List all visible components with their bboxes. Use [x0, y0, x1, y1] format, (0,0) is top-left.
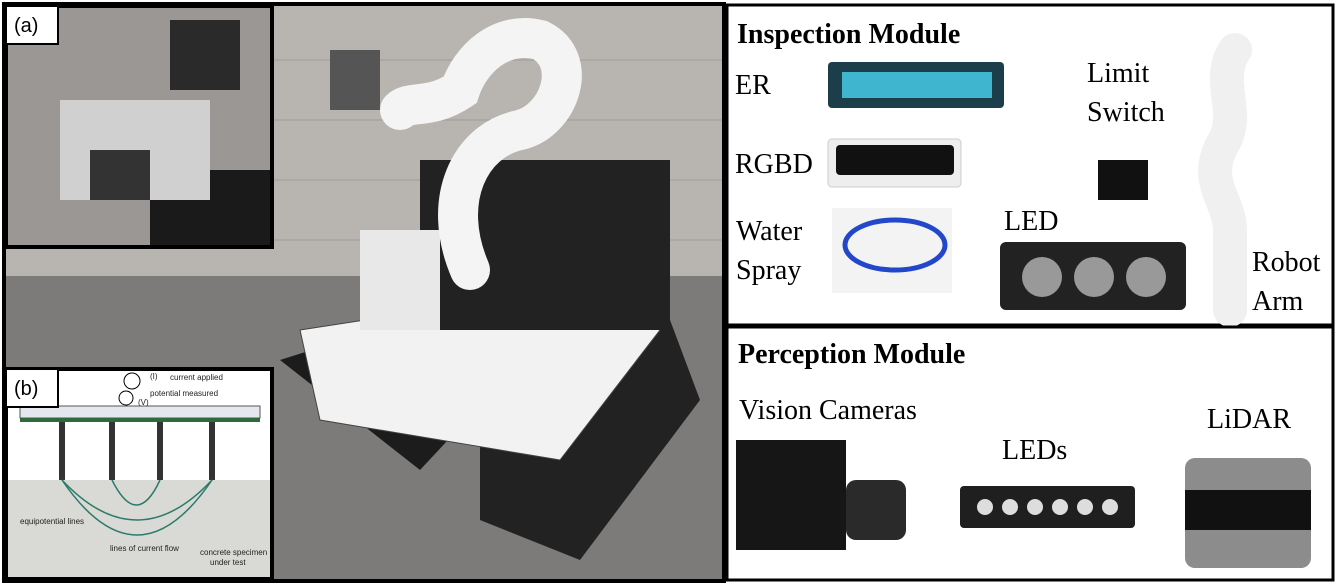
item-label: Robot: [1252, 247, 1321, 278]
item-label: Switch: [1087, 97, 1165, 128]
item-label: Arm: [1252, 286, 1304, 317]
diagram-label: current applied: [170, 373, 223, 382]
item-label: Spray: [736, 255, 801, 286]
diagram-label: lines of current flow: [110, 544, 179, 553]
inset-a: (a): [4, 4, 274, 249]
perception-labels: Vision Cameras LEDs LiDAR: [739, 395, 1291, 466]
diagram-label: under test: [210, 558, 246, 567]
perception-panel: Perception Module Vision Cameras LEDs LiDA…: [725, 325, 1335, 582]
item-label: LED: [1004, 206, 1058, 237]
diagram-label: (V): [138, 398, 149, 407]
panel-tag: (a): [14, 15, 38, 37]
item-label: Limit: [1087, 58, 1149, 89]
inset-b: (I) current applied potential measured (…: [4, 367, 274, 581]
panel-tag: (b): [14, 378, 38, 400]
diagram-label: equipotential lines: [20, 517, 84, 526]
item-label: RGBD: [735, 149, 813, 180]
diagram-label: (I): [150, 372, 158, 381]
item-label: Vision Cameras: [739, 395, 917, 426]
item-label: Water: [736, 216, 803, 247]
item-label: ER: [735, 70, 771, 101]
inspection-labels: ER RGBD Water Spray LED Limit Switch Robot Arm: [735, 58, 1321, 317]
module-title: Perception Module: [738, 339, 965, 370]
item-label: LiDAR: [1207, 404, 1291, 435]
inspection-panel: Inspection Module ER RGBD Water Spray LED Lim…: [725, 3, 1335, 327]
item-label: LEDs: [1002, 435, 1067, 466]
diagram-label: concrete specimen: [200, 548, 267, 557]
module-title: Inspection Module: [737, 19, 960, 50]
diagram-label: potential measured: [150, 389, 218, 398]
